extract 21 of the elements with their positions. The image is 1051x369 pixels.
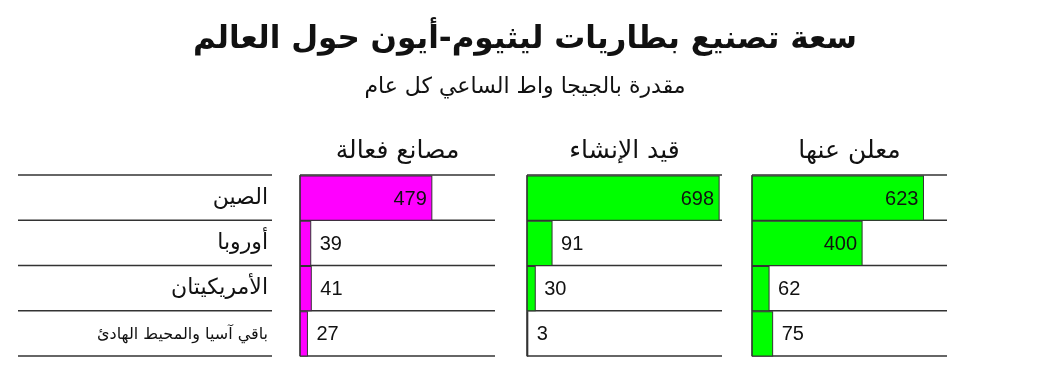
y-tick-label: الصين — [212, 183, 268, 209]
data-label: 41 — [320, 277, 343, 300]
data-label: 698 — [680, 186, 715, 209]
data-label: 75 — [781, 322, 804, 345]
data-label: 27 — [316, 322, 339, 345]
y-tick-label: باقي آسيا والمحيط الهادئ — [97, 324, 268, 345]
text: مقدرة بالجيجا واط الساعي كل عام — [364, 73, 686, 99]
data-label: 30 — [544, 277, 567, 300]
data-label: 400 — [823, 231, 858, 254]
y-tick-label: الأمريكيتان — [171, 273, 268, 300]
y-tick-label: أوروبا — [217, 226, 268, 254]
data-label: 479 — [393, 186, 427, 209]
chart-title: قيد الإنشاء — [569, 135, 680, 164]
data-label: 623 — [885, 186, 919, 209]
data-label: 39 — [319, 231, 342, 254]
data-label: 3 — [536, 322, 548, 345]
chart-title: معلن عنها — [798, 135, 901, 165]
data-label: 91 — [561, 231, 584, 254]
chart-title: مصانع فعالة — [335, 135, 460, 165]
data-label: 62 — [778, 277, 801, 300]
text: سعة تصنيع بطاريات ليثيوم-أيون حول العالم — [193, 17, 857, 56]
